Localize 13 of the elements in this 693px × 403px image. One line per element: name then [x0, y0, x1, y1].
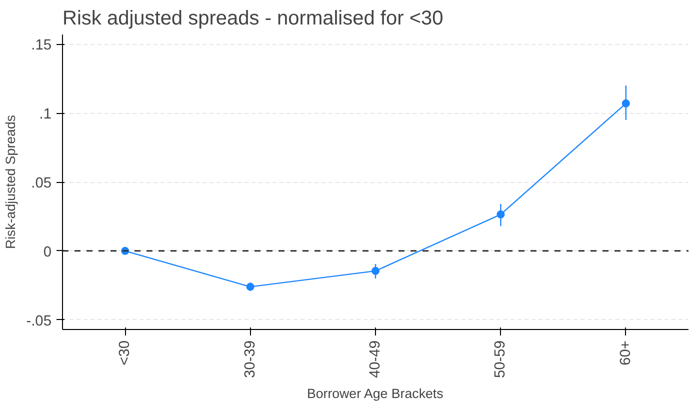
x-axis-title: Borrower Age Brackets [306, 386, 444, 401]
chart-title: Risk adjusted spreads - normalised for <30 [62, 8, 444, 30]
x-tick-label: 50-59 [492, 340, 509, 378]
x-tick-label: 40-49 [368, 340, 384, 378]
x-tick-label: <30 [117, 340, 134, 366]
x-tick-label: 30-39 [242, 340, 258, 378]
y-tick-label: .05 [31, 176, 52, 192]
y-tick-label: .15 [31, 38, 52, 54]
x-tick-label: 60+ [618, 340, 634, 366]
y-axis-title: Risk-adjusted Spreads [3, 114, 18, 250]
y-tick-label: .1 [39, 106, 52, 123]
y-tick-label: 0 [43, 244, 52, 260]
y-tick-label: -.05 [26, 313, 52, 330]
